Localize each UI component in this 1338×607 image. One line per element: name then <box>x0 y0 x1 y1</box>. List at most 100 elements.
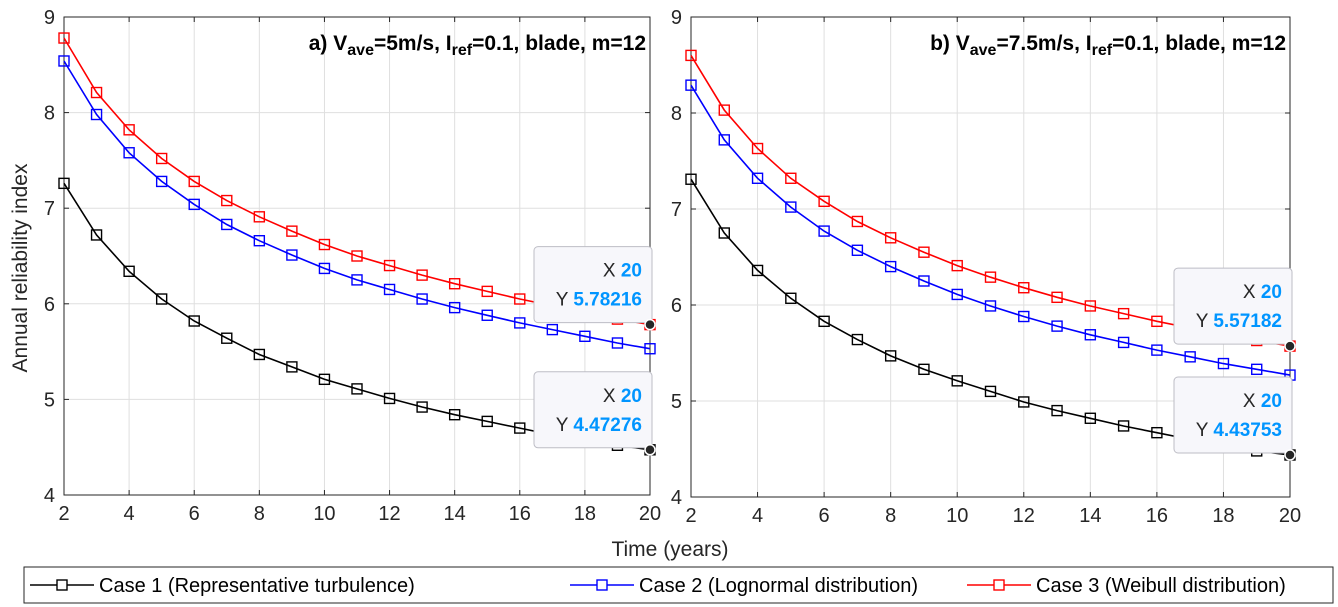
title-subscript: ave <box>970 42 997 59</box>
y-tick-label: 9 <box>44 7 55 29</box>
data-point <box>546 323 559 336</box>
data-point <box>318 238 331 251</box>
datatip-y-value: 4.43753 <box>1213 420 1282 441</box>
data-point <box>718 104 730 116</box>
data-point <box>383 259 396 272</box>
data-point <box>123 265 135 277</box>
data-point <box>785 292 797 304</box>
data-point <box>1051 320 1063 332</box>
datatip-y-value: 5.78216 <box>573 290 642 311</box>
legend-entry-2: Case 2 (Lognormal distribution) <box>570 575 918 597</box>
datatip-y-text: Y 4.43753 <box>1196 420 1282 441</box>
y-axis-label: Annual reliability index <box>9 163 32 372</box>
data-point <box>514 293 526 305</box>
datatip-y-label: Y <box>1196 420 1214 441</box>
datatip-x-label: X <box>603 386 621 407</box>
data-point <box>918 275 930 287</box>
data-point <box>644 343 656 355</box>
data-point <box>1151 344 1163 356</box>
data-point <box>58 32 70 44</box>
data-point <box>188 315 200 327</box>
datatip[interactable]: X 20 Y 4.47276 <box>533 371 656 456</box>
data-point <box>90 108 103 121</box>
data-point <box>984 300 997 312</box>
data-point <box>918 363 930 376</box>
legend-label: Case 2 (Lognormal distribution) <box>639 575 918 597</box>
datatip-box <box>1173 376 1293 454</box>
datatip-box <box>1173 267 1293 345</box>
data-point <box>481 415 493 428</box>
panel-title: a) Vave=5m/s, Iref=0.1, blade, m=12 <box>309 32 646 59</box>
y-tick-label: 8 <box>44 103 55 125</box>
data-point <box>383 283 396 296</box>
x-tick-label: 6 <box>819 505 830 527</box>
data-point <box>951 375 963 387</box>
data-point <box>718 134 730 146</box>
x-tick-label: 12 <box>1013 505 1035 527</box>
panel-title: b) Vave=7.5m/s, Iref=0.1, blade, m=12 <box>930 32 1286 59</box>
legend-marker <box>993 579 1005 591</box>
x-tick-label: 14 <box>444 503 466 525</box>
x-tick-label: 8 <box>254 503 265 525</box>
x-tick-label: 18 <box>1212 505 1234 527</box>
data-point <box>1051 291 1063 304</box>
y-tick-label: 5 <box>44 389 55 411</box>
data-point <box>58 55 70 67</box>
datatip-y-label: Y <box>556 290 574 311</box>
y-tick-label: 4 <box>671 487 682 509</box>
data-point <box>785 172 797 184</box>
data-point <box>1018 310 1030 323</box>
data-point <box>1018 396 1030 408</box>
datatip-marker <box>1284 340 1296 352</box>
data-point <box>416 293 428 305</box>
data-point <box>188 175 200 188</box>
data-point <box>685 79 697 91</box>
datatip[interactable]: X 20 Y 5.57182 <box>1173 267 1296 352</box>
y-tick-label: 6 <box>44 294 55 316</box>
data-point <box>984 271 997 283</box>
data-point <box>155 175 168 188</box>
data-point <box>90 229 103 241</box>
data-point <box>155 293 168 305</box>
data-point <box>514 422 526 434</box>
data-point <box>611 337 624 349</box>
data-point <box>884 260 897 273</box>
data-point <box>481 285 493 298</box>
x-tick-label: 10 <box>313 503 335 525</box>
datatip-x-label: X <box>1243 282 1261 303</box>
legend-entry-1: Case 1 (Representative turbulence) <box>30 575 415 597</box>
series-2 <box>58 55 656 355</box>
y-tick-label: 6 <box>671 295 682 317</box>
data-point <box>253 235 266 247</box>
data-point <box>951 259 963 272</box>
data-point <box>951 288 963 301</box>
title-text: a) V <box>309 32 348 55</box>
data-point <box>884 232 897 244</box>
y-tick-label: 5 <box>671 391 682 413</box>
data-point <box>58 177 70 190</box>
datatip-y-text: Y 5.57182 <box>1196 311 1282 332</box>
x-tick-label: 16 <box>509 503 531 525</box>
datatip-y-label: Y <box>1196 311 1214 332</box>
data-point <box>751 172 764 184</box>
title-subscript: ref <box>1092 42 1113 59</box>
datatip[interactable]: X 20 Y 4.43753 <box>1173 376 1296 461</box>
x-tick-label: 20 <box>1279 505 1301 527</box>
data-point <box>383 392 396 405</box>
data-point <box>351 274 363 286</box>
datatip-box <box>533 371 653 449</box>
data-point <box>514 317 526 329</box>
datatip[interactable]: X 20 Y 5.78216 <box>533 246 656 331</box>
title-text: =7.5m/s, I <box>996 32 1091 55</box>
data-point <box>351 383 363 395</box>
datatip-x-text: X 20 <box>1243 391 1282 412</box>
datatip-x-label: X <box>603 261 621 282</box>
legend-label: Case 1 (Representative turbulence) <box>99 575 415 597</box>
data-point <box>448 408 461 421</box>
data-point <box>416 269 428 281</box>
title-text: =5m/s, I <box>374 32 452 55</box>
data-point <box>1251 363 1263 376</box>
data-point <box>1217 357 1230 370</box>
legend-entry-3: Case 3 (Weibull distribution) <box>967 575 1286 597</box>
datatip-x-text: X 20 <box>603 386 642 407</box>
